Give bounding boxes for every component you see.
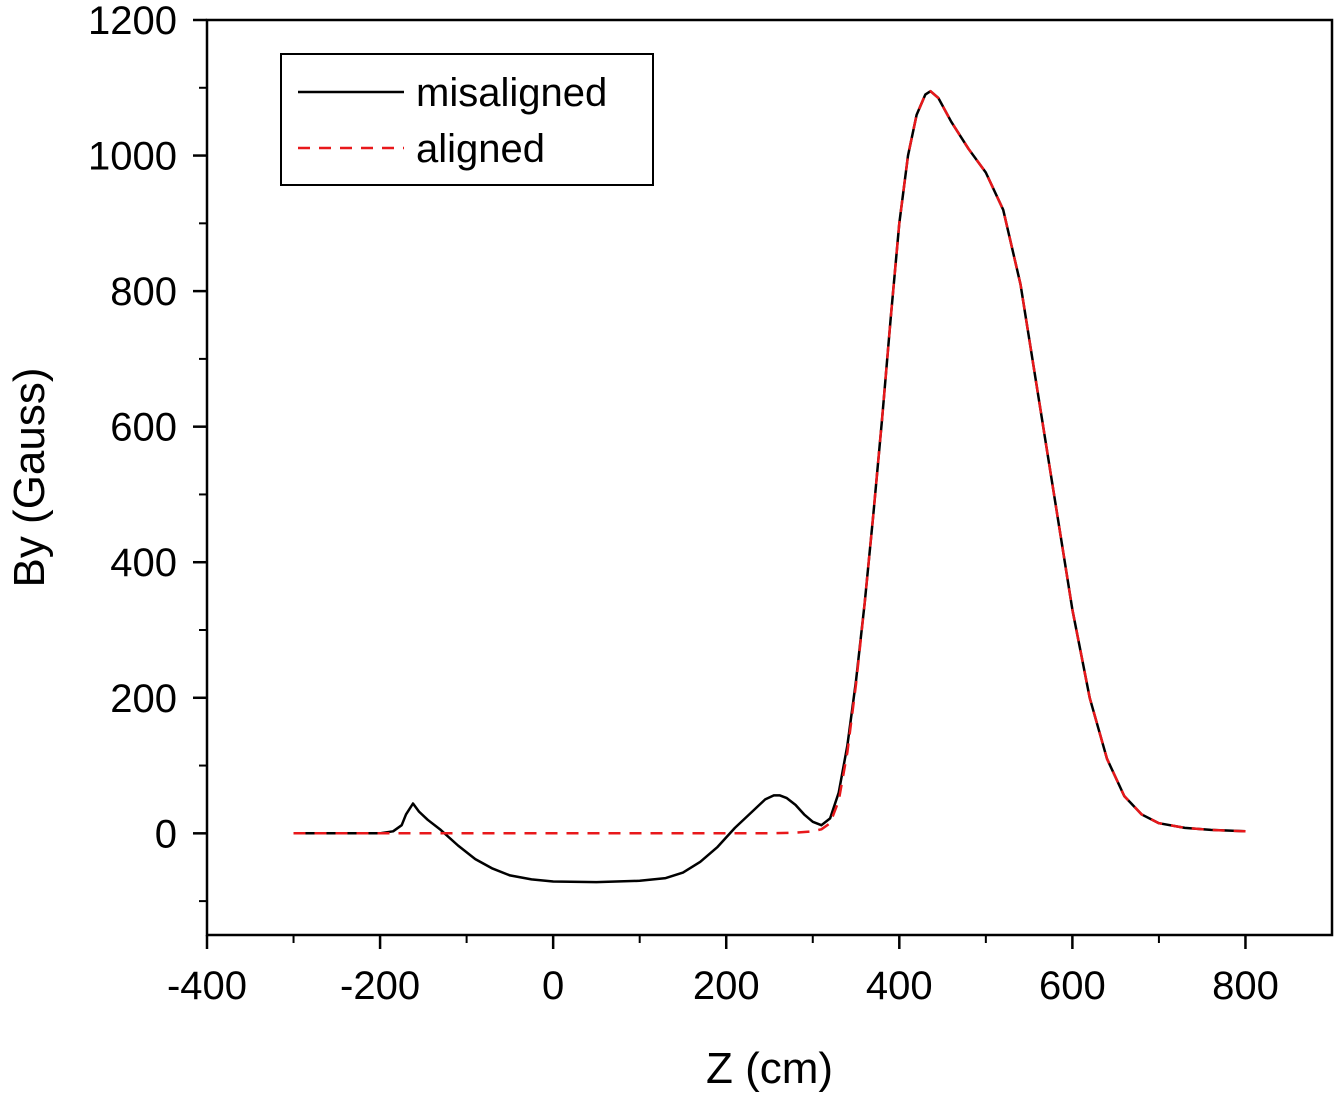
x-tick-label: -200 (340, 964, 420, 1008)
x-tick-label: 800 (1212, 964, 1279, 1008)
x-tick-label: 0 (542, 964, 564, 1008)
y-tick-label: 800 (110, 270, 177, 314)
plot-frame (205, 18, 1334, 937)
x-tick-label: 200 (693, 964, 760, 1008)
y-axis-title: By (Gauss) (5, 367, 54, 587)
y-tick-label: 0 (155, 812, 177, 856)
series-layer (293, 89, 1246, 884)
tick-labels: -400 -200 0 200 400 600 800 0 200 400 600 800 1000 12… (88, 0, 1279, 1008)
y-tick-label: 400 (110, 541, 177, 585)
legend-box (280, 53, 654, 186)
series-line-misaligned (293, 89, 1246, 884)
series-line-aligned (293, 89, 1246, 835)
x-tick-label: -400 (167, 964, 247, 1008)
y-tick-label: 200 (110, 677, 177, 721)
x-tick-label: 400 (866, 964, 933, 1008)
legend-label-misaligned: misaligned (416, 71, 607, 115)
x-axis-title: Z (cm) (706, 1044, 833, 1093)
y-tick-label: 1200 (88, 0, 177, 43)
y-tick-label: 600 (110, 406, 177, 450)
legend: misaligned aligned (280, 53, 654, 186)
axis-ticks (193, 18, 1247, 949)
x-tick-label: 600 (1039, 964, 1106, 1008)
legend-label-aligned: aligned (416, 127, 545, 171)
y-tick-label: 1000 (88, 135, 177, 179)
